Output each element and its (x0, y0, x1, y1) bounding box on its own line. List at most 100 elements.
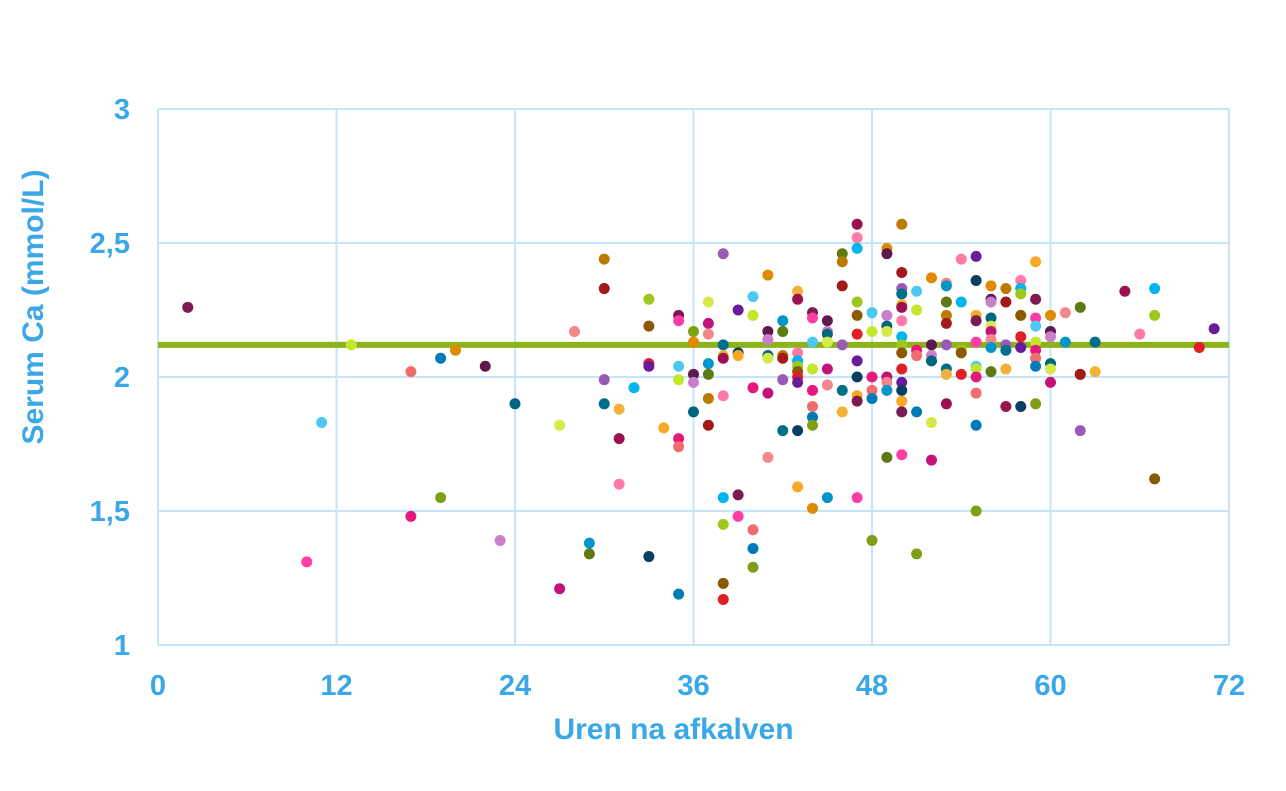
data-point (940, 339, 952, 351)
data-point (702, 419, 714, 431)
data-point (940, 398, 952, 410)
data-point (1074, 368, 1086, 380)
data-point (435, 492, 447, 504)
data-point (970, 336, 982, 348)
data-point (940, 317, 952, 329)
data-point (1208, 323, 1220, 335)
data-point (762, 387, 774, 399)
data-point (970, 371, 982, 383)
data-point (851, 232, 863, 244)
data-point (1030, 344, 1042, 356)
data-point (1015, 400, 1027, 412)
data-point (792, 425, 804, 437)
data-point (926, 355, 937, 367)
data-point (673, 441, 685, 453)
data-point (435, 352, 447, 364)
data-point (1059, 336, 1071, 348)
data-point (821, 336, 833, 348)
data-point (896, 376, 908, 388)
data-point (896, 315, 908, 327)
data-point (970, 387, 982, 399)
data-point (866, 534, 878, 546)
data-point (807, 384, 818, 396)
data-point (688, 376, 699, 388)
data-point (1045, 309, 1056, 321)
data-point (1000, 296, 1012, 308)
data-point (688, 336, 699, 348)
data-point (301, 556, 313, 568)
data-point (985, 325, 997, 337)
data-point (807, 312, 818, 324)
data-point (896, 266, 908, 278)
data-point (836, 280, 848, 292)
data-point (747, 561, 759, 573)
data-point (628, 382, 640, 394)
data-point (777, 352, 789, 364)
data-point (702, 358, 714, 370)
data-point (747, 524, 759, 536)
data-point (970, 315, 982, 327)
data-point (881, 384, 893, 396)
data-point (970, 419, 982, 431)
data-point (1089, 336, 1101, 348)
y-tick-label: 1,5 (90, 496, 130, 528)
data-point (896, 449, 908, 461)
data-point (688, 406, 699, 418)
data-point (896, 339, 908, 351)
data-point (866, 384, 878, 396)
data-point (717, 518, 729, 530)
data-point (613, 478, 625, 490)
data-point (777, 315, 789, 327)
data-point (1015, 275, 1027, 287)
data-point (851, 371, 863, 383)
y-axis-title: Serum Ca (mmol/L) (17, 169, 50, 444)
data-point (866, 392, 878, 404)
data-point (1134, 328, 1146, 340)
data-point (777, 325, 789, 337)
data-point (583, 537, 595, 549)
data-point (896, 406, 908, 418)
data-point (896, 347, 908, 359)
data-point (702, 317, 714, 329)
data-point (1193, 342, 1205, 354)
data-point (405, 510, 417, 522)
data-point (881, 376, 893, 388)
data-point (911, 304, 923, 316)
data-point (985, 280, 997, 292)
data-point (732, 350, 744, 362)
data-point (911, 406, 923, 418)
data-point (851, 355, 863, 367)
x-tick-label: 0 (150, 670, 166, 702)
data-point (866, 325, 878, 337)
data-point (970, 250, 982, 262)
data-point (479, 360, 491, 372)
data-point (821, 492, 833, 504)
data-point (1015, 309, 1027, 321)
data-point (732, 304, 744, 316)
data-point (1089, 366, 1101, 378)
data-point (1000, 400, 1012, 412)
data-point (182, 301, 194, 313)
data-point (583, 548, 595, 560)
data-point (926, 272, 937, 284)
data-point (896, 288, 908, 300)
x-tick-label: 72 (1213, 670, 1245, 702)
data-point (881, 325, 893, 337)
data-point (1149, 283, 1161, 295)
data-point (702, 368, 714, 380)
data-point (821, 315, 833, 327)
data-point (747, 543, 759, 555)
data-point (985, 333, 997, 345)
data-point (702, 296, 714, 308)
data-point (1030, 293, 1042, 305)
data-point (985, 342, 997, 354)
data-point (807, 411, 818, 423)
data-point (792, 376, 804, 388)
data-point (405, 366, 417, 378)
data-point (643, 320, 655, 332)
data-point (777, 425, 789, 437)
data-point (911, 350, 923, 362)
data-point (598, 374, 610, 386)
data-point (926, 454, 937, 466)
data-point (316, 417, 328, 429)
